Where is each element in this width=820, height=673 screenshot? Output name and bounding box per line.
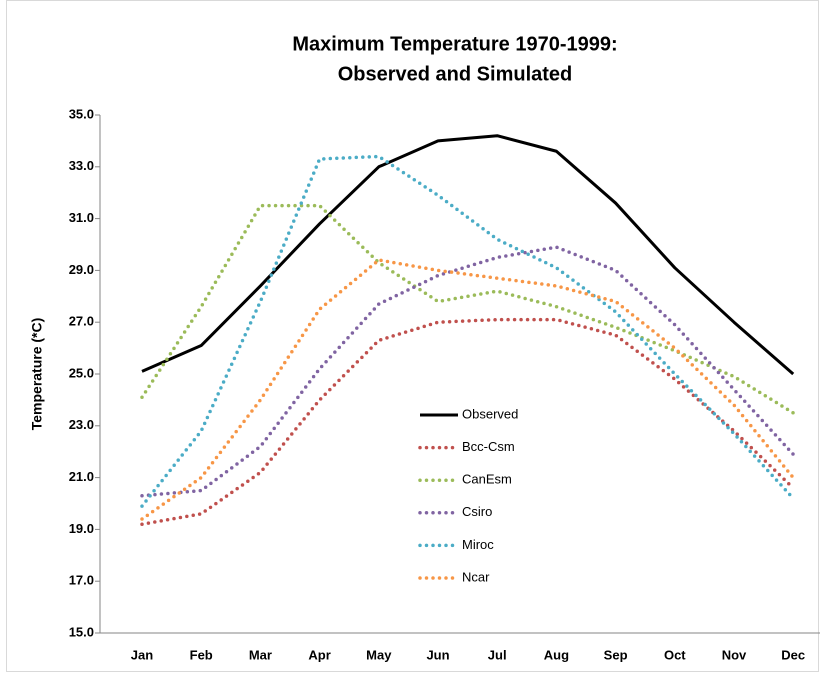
series-line — [140, 317, 795, 526]
x-tick-label: Apr — [308, 647, 330, 662]
legend-label: Miroc — [462, 537, 494, 552]
chart-title: Maximum Temperature 1970-1999: — [292, 33, 617, 55]
y-tick-label: 29.0 — [69, 262, 94, 277]
x-tick-label: Feb — [190, 647, 213, 662]
y-tick-label: 25.0 — [69, 365, 94, 380]
y-tick-label: 27.0 — [69, 314, 94, 329]
x-tick-label: Oct — [664, 647, 686, 662]
x-tick-label: Dec — [781, 647, 805, 662]
x-tick-label: Nov — [722, 647, 747, 662]
legend-label: Observed — [462, 406, 518, 421]
x-tick-label: Sep — [604, 647, 628, 662]
y-tick-label: 31.0 — [69, 210, 94, 225]
x-tick-label: Jun — [426, 647, 449, 662]
series-line — [140, 203, 795, 415]
x-tick-label: Aug — [544, 647, 569, 662]
y-tick-label: 35.0 — [69, 106, 94, 121]
x-tick-label: Jan — [131, 647, 153, 662]
y-axis-title: Temperature (*C) — [29, 318, 45, 431]
y-tick-label: 19.0 — [69, 521, 94, 536]
x-tick-label: Jul — [488, 647, 507, 662]
legend-label: Csiro — [462, 504, 492, 519]
x-tick-label: Mar — [249, 647, 272, 662]
y-tick-label: 33.0 — [69, 158, 94, 173]
y-tick-label: 17.0 — [69, 573, 94, 588]
legend-label: Bcc-Csm — [462, 439, 515, 454]
series-line — [141, 134, 795, 376]
legend-label: CanEsm — [462, 472, 512, 487]
series-line — [140, 154, 795, 508]
y-tick-label: 23.0 — [69, 417, 94, 432]
series-line — [140, 245, 795, 498]
y-tick-label: 21.0 — [69, 469, 94, 484]
y-tick-label: 15.0 — [69, 624, 94, 639]
legend-label: Ncar — [462, 569, 490, 584]
x-tick-label: May — [366, 647, 392, 662]
chart-title: Observed and Simulated — [338, 63, 573, 85]
chart-border — [6, 0, 819, 672]
